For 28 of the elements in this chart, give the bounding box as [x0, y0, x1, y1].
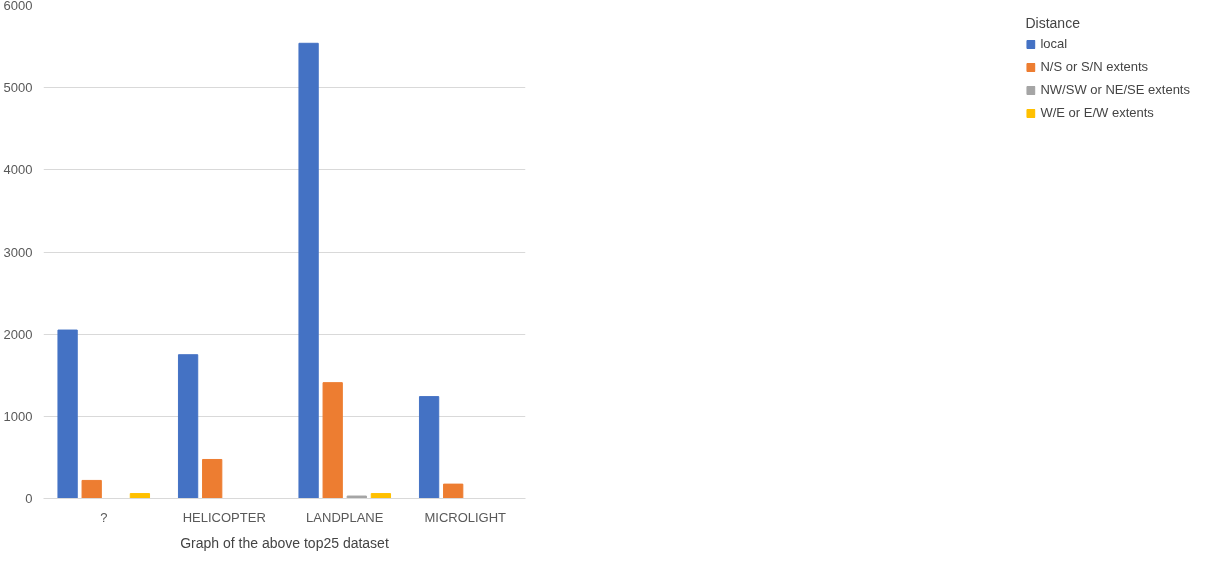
bar — [298, 42, 319, 499]
y-tick-label: 5000 — [3, 80, 33, 96]
y-tick-label: 6000 — [3, 0, 33, 13]
y-tick-label: 2000 — [3, 326, 33, 342]
bar — [418, 396, 440, 499]
legend-label: local — [1040, 36, 1068, 51]
legend-label: W/E or E/W extents — [1040, 105, 1154, 120]
bar — [81, 479, 102, 499]
y-tick-label: 4000 — [3, 162, 33, 178]
legend-label: NW/SW or NE/SE extents — [1040, 82, 1190, 97]
bar — [346, 495, 367, 499]
y-tick-label: 0 — [25, 491, 33, 506]
bar — [370, 493, 392, 499]
bar — [202, 458, 223, 499]
x-tick-label: LANDPLANE — [306, 509, 384, 525]
bar — [57, 329, 78, 499]
y-tick-label: 1000 — [3, 408, 33, 424]
legend-label: N/S or S/N extents — [1040, 59, 1149, 74]
bar — [177, 354, 199, 499]
x-tick-label: MICROLIGHT — [424, 509, 507, 525]
bar — [129, 493, 151, 499]
x-tick-label: HELICOPTER — [182, 509, 266, 525]
text: Graph of the above top25 dataset — [180, 534, 389, 551]
bar — [443, 483, 464, 499]
x-tick-label: ? — [100, 509, 108, 525]
bar — [322, 382, 343, 499]
legend-title: Distance — [1025, 15, 1081, 31]
y-tick-label: 3000 — [3, 244, 33, 260]
